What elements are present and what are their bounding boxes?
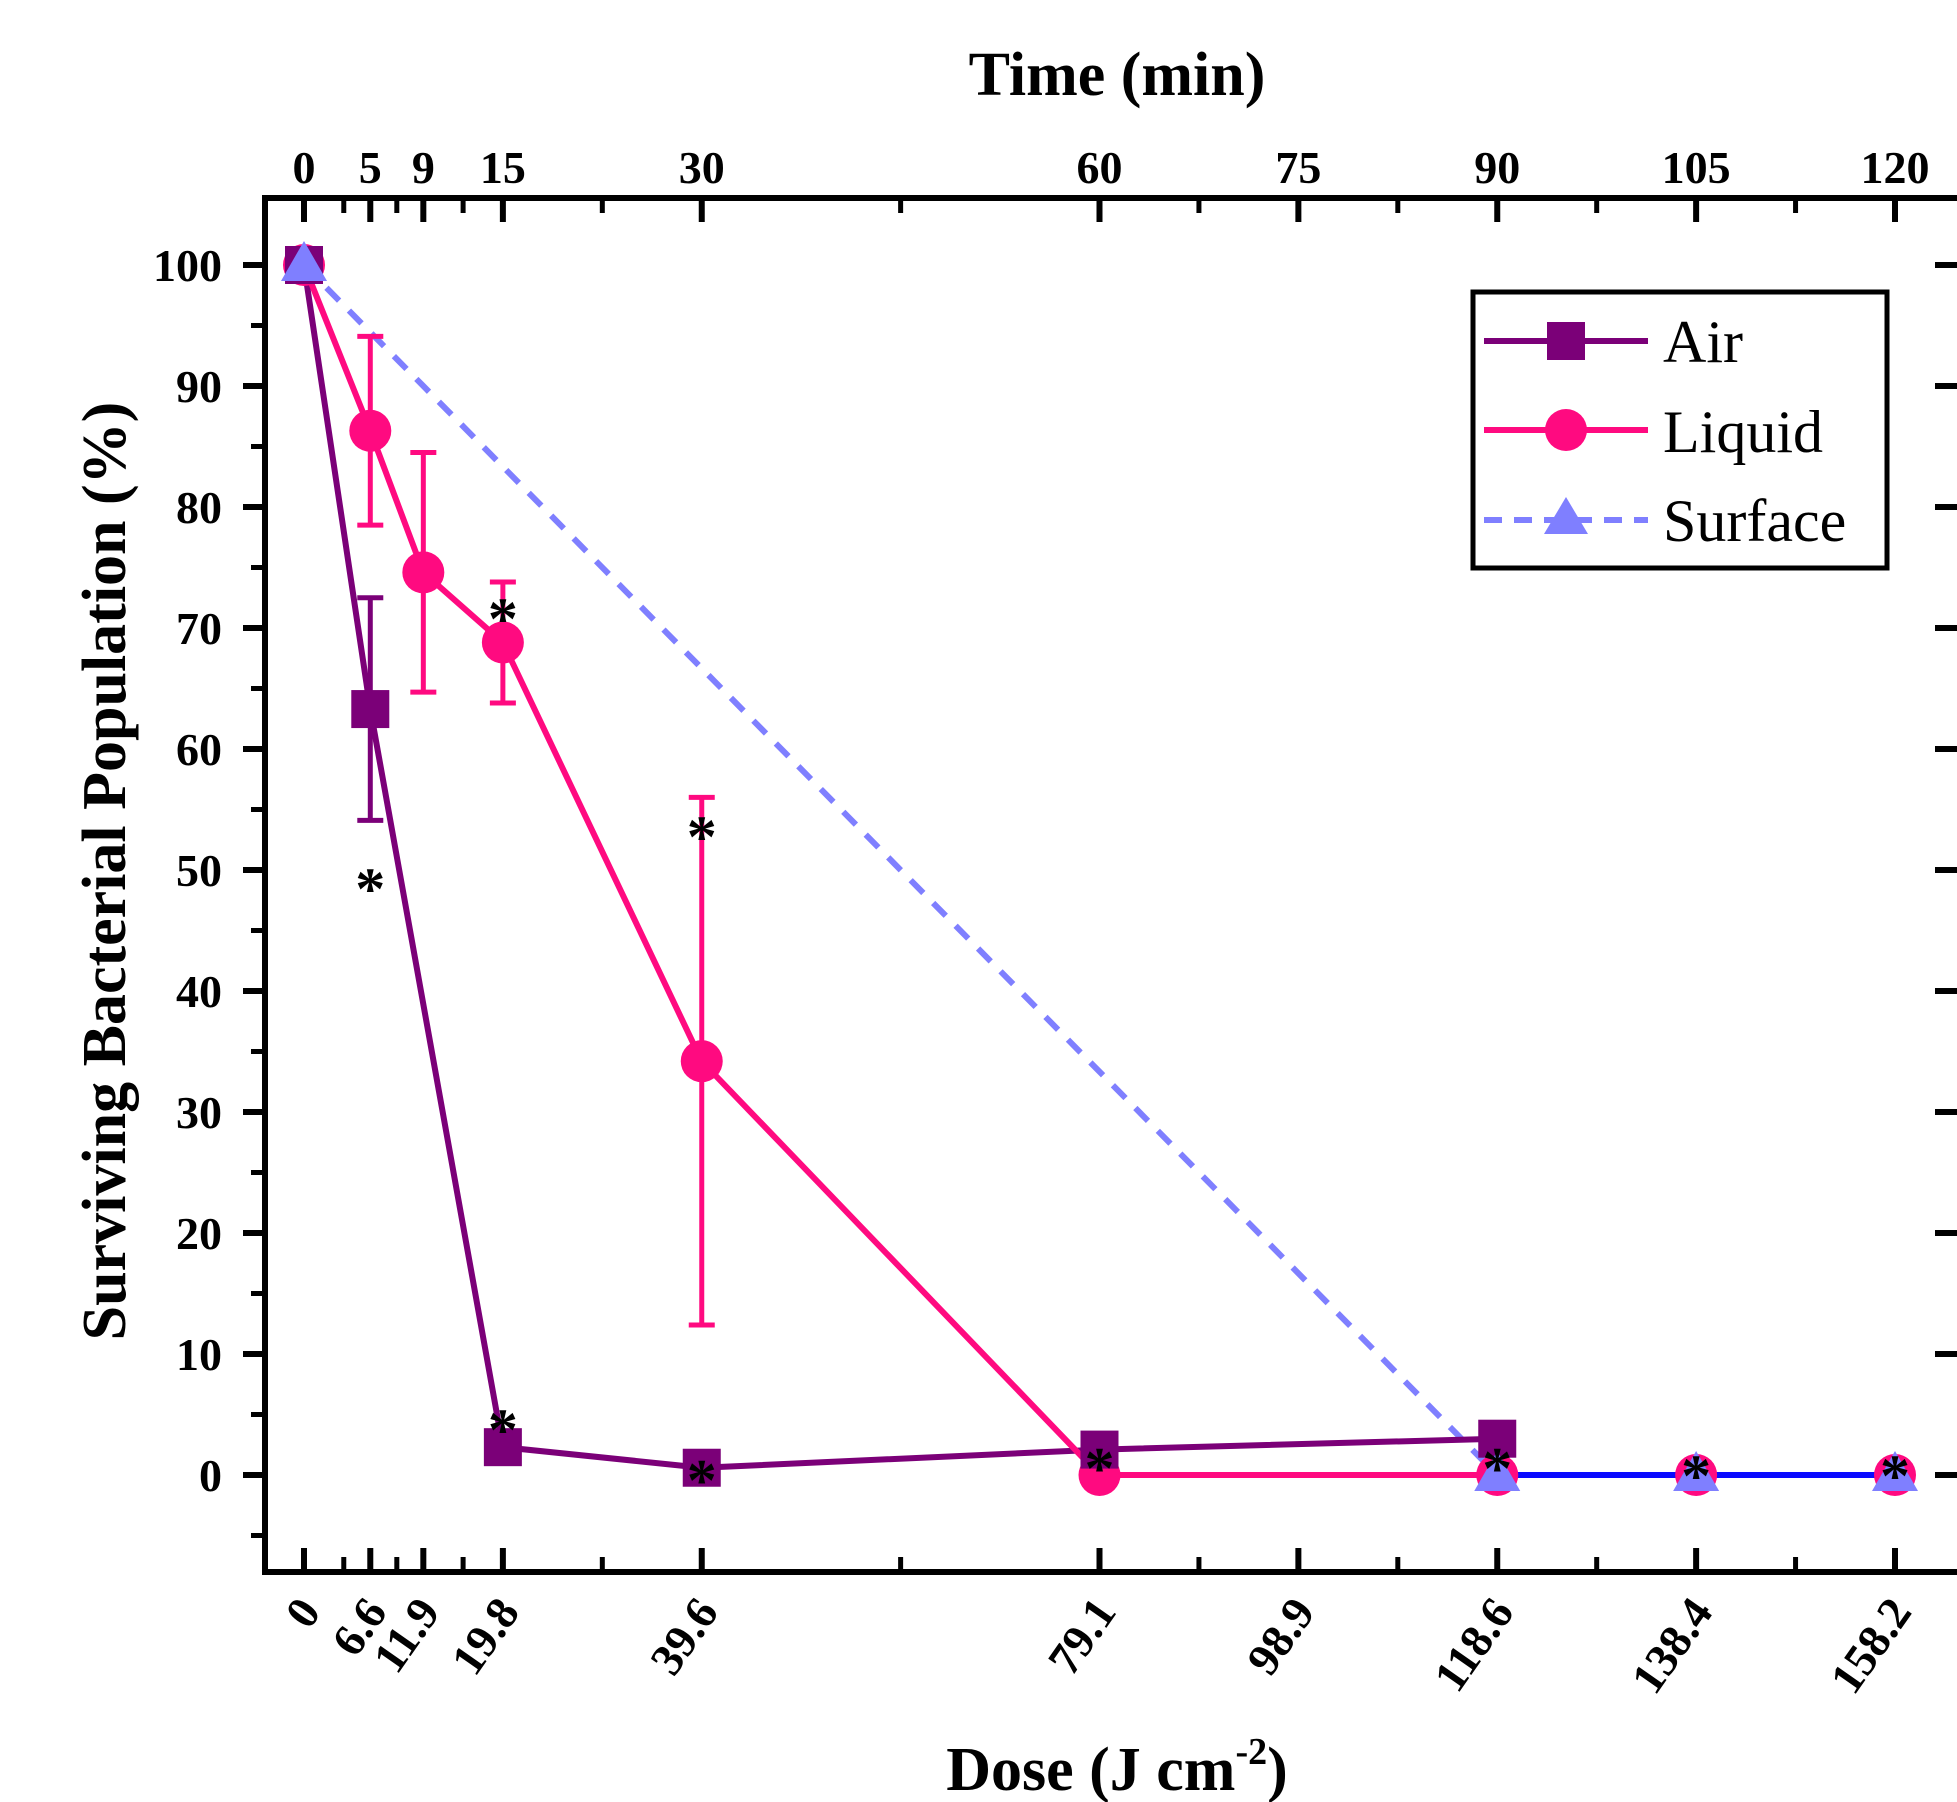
series-line-air bbox=[301, 264, 1498, 1471]
data-point-air bbox=[1080, 1430, 1119, 1469]
x-top-tick-label: 60 bbox=[1077, 142, 1123, 193]
x-bottom-axis-title: Dose (J cm-2) bbox=[946, 1731, 1288, 1802]
y-tick-label: 0 bbox=[199, 1450, 222, 1501]
y-tick-label: 100 bbox=[153, 240, 222, 291]
series-group bbox=[281, 241, 1918, 1496]
data-point-surface bbox=[1474, 1451, 1521, 1491]
data-point-air bbox=[351, 690, 390, 729]
y-tick-label: 70 bbox=[176, 603, 222, 654]
data-point-surface bbox=[1673, 1451, 1720, 1491]
x-top-tick-label: 90 bbox=[1474, 142, 1520, 193]
x-top-axis-title: Time (min) bbox=[969, 41, 1266, 109]
x-top-tick-label: 105 bbox=[1662, 142, 1731, 193]
y-tick-label: 10 bbox=[176, 1329, 222, 1380]
x-top-tick-label: 0 bbox=[293, 142, 316, 193]
data-point-liquid bbox=[349, 409, 392, 452]
x-bottom-title-sup: -2 bbox=[1235, 1731, 1267, 1773]
significance-star: * bbox=[488, 1397, 518, 1463]
x-top-tick-label: 120 bbox=[1861, 142, 1930, 193]
x-bottom-tick-label: 39.6 bbox=[640, 1588, 728, 1683]
significance-star: * bbox=[687, 804, 717, 870]
x-bottom-tick-label: 0 bbox=[275, 1588, 330, 1636]
significance-star: * bbox=[1085, 1436, 1115, 1502]
y-tick-label: 90 bbox=[176, 361, 222, 412]
x-bottom-title-main: Dose (J cm bbox=[946, 1736, 1235, 1802]
data-point-liquid bbox=[481, 621, 524, 664]
legend-label-liquid: Liquid bbox=[1663, 399, 1823, 465]
x-bottom-tick-label: 138.4 bbox=[1621, 1588, 1722, 1702]
x-top-tick-label: 75 bbox=[1275, 142, 1321, 193]
y-tick-label: 20 bbox=[176, 1208, 222, 1259]
data-point-surface bbox=[281, 241, 327, 281]
legend-marker-air bbox=[1547, 322, 1585, 360]
legend-label-surface: Surface bbox=[1663, 488, 1846, 554]
legend-label-air: Air bbox=[1663, 309, 1743, 375]
data-point-air bbox=[682, 1448, 721, 1487]
data-point-air bbox=[483, 1428, 522, 1467]
significance-star: * bbox=[488, 586, 518, 652]
y-tick-label: 80 bbox=[176, 482, 222, 533]
x-bottom-tick-label: 98.9 bbox=[1237, 1588, 1325, 1683]
significance-star: * bbox=[687, 1448, 717, 1514]
x-top-tick-label: 30 bbox=[679, 142, 725, 193]
x-bottom-tick-label: 118.6 bbox=[1424, 1588, 1524, 1700]
x-bottom-title-end: ) bbox=[1267, 1736, 1288, 1802]
x-top-tick-label: 15 bbox=[480, 142, 526, 193]
legend-marker-liquid bbox=[1545, 409, 1587, 451]
x-bottom-tick-label: 19.8 bbox=[441, 1588, 529, 1683]
y-axis-title: Surviving Bacterial Population (%) bbox=[71, 402, 139, 1341]
significance-star: * bbox=[1880, 1443, 1910, 1509]
x-top-tick-label: 5 bbox=[359, 142, 382, 193]
data-point-surface bbox=[1872, 1451, 1918, 1491]
significance-star: * bbox=[1482, 1436, 1512, 1502]
y-tick-label: 40 bbox=[176, 966, 222, 1017]
x-bottom-tick-label: 11.9 bbox=[363, 1588, 449, 1681]
data-point-liquid bbox=[680, 1040, 723, 1083]
data-point-liquid bbox=[402, 551, 445, 594]
significance-star: * bbox=[1681, 1443, 1711, 1509]
y-tick-label: 50 bbox=[176, 845, 222, 896]
legend: Air Liquid Surface bbox=[1470, 289, 1890, 571]
x-bottom-tick-label: 79.1 bbox=[1038, 1588, 1126, 1683]
x-top-tick-label: 9 bbox=[412, 142, 435, 193]
y-tick-label: 30 bbox=[176, 1087, 222, 1138]
legend-marker-surface bbox=[1544, 497, 1588, 534]
y-tick-label: 60 bbox=[176, 724, 222, 775]
annotations-group: * * * * * * * * * bbox=[355, 586, 1910, 1514]
x-bottom-tick-label: 158.2 bbox=[1820, 1588, 1921, 1702]
significance-star: * bbox=[355, 856, 385, 922]
